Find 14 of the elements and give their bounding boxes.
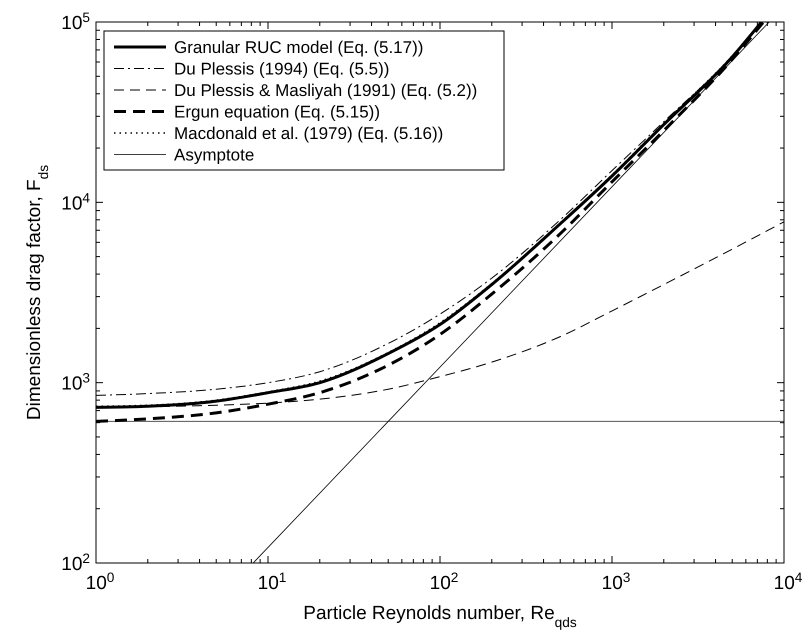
legend-label: Du Plessis (1994) (Eq. (5.5)) xyxy=(174,60,390,78)
x-tick-label: 10$^{2}$ xyxy=(430,570,458,594)
legend-label: Macdonald et al. (1979) (Eq. (5.16)) xyxy=(174,124,444,143)
x-axis-title: Particle Reynolds number, Re$_{qds}$ xyxy=(303,603,577,630)
y-tick-label: 10$^{5}$ xyxy=(61,10,90,34)
legend-label: Du Plessis & Masliyah (1991) (Eq. (5.2)) xyxy=(174,81,478,100)
y-tick-label: 10$^{3}$ xyxy=(61,370,90,395)
legend-label: Asymptote xyxy=(174,146,254,164)
x-tick-label: 10$^{3}$ xyxy=(602,570,630,594)
x-tick-label: 10$^{1}$ xyxy=(258,570,286,594)
legend-label: Ergun equation (Eq. (5.15)) xyxy=(174,102,380,122)
legend-label: Granular RUC model (Eq. (5.17)) xyxy=(174,38,424,57)
x-tick-label: 10$^{4}$ xyxy=(774,570,803,594)
y-tick-label: 10$^{4}$ xyxy=(61,190,90,214)
